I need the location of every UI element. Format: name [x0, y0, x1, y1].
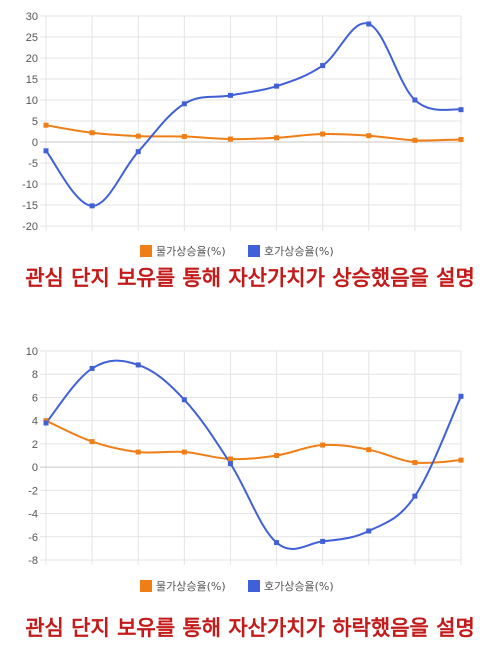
y-tick-label: 0	[32, 462, 38, 474]
data-point-2[interactable]	[43, 420, 49, 426]
data-point-1[interactable]	[412, 137, 418, 143]
data-point-1[interactable]	[366, 447, 372, 453]
line-chart-1: -20 -15 -10 -5 0 5 10 15 20 25 30 물가상승율(%) 호가상승율(%)	[22, 11, 464, 258]
data-point-2[interactable]	[274, 540, 280, 546]
data-point-1[interactable]	[458, 136, 464, 142]
y-tick-label: -10	[22, 179, 38, 191]
y-tick-label: -2	[28, 485, 38, 497]
data-point-2[interactable]	[366, 21, 372, 27]
data-point-2[interactable]	[135, 362, 141, 368]
data-point-2[interactable]	[458, 107, 464, 113]
y-tick-label: 25	[26, 32, 38, 44]
legend-label-2[interactable]: 호가상승율(%)	[264, 580, 334, 593]
data-point-1[interactable]	[320, 131, 326, 137]
data-point-2[interactable]	[181, 397, 187, 403]
data-point-1[interactable]	[89, 130, 95, 136]
legend-label-1[interactable]: 물가상승율(%)	[156, 245, 226, 258]
y-tick-label: 0	[32, 137, 38, 149]
y-tick-label: 10	[26, 95, 38, 107]
data-point-2[interactable]	[89, 203, 95, 209]
data-point-2[interactable]	[135, 149, 141, 155]
series-line-1	[45, 419, 462, 464]
y-tick-label: -8	[28, 555, 38, 567]
legend-swatch-1[interactable]	[140, 245, 152, 257]
y-tick-label: 5	[32, 116, 38, 128]
data-point-2[interactable]	[366, 528, 372, 534]
chart-panel-2: -8 -6 -4 -2 0 2 4 6 8 10 물가상승율(%) 호가상승율(%) 관심 단지 보유…	[0, 338, 500, 652]
data-point-2[interactable]	[320, 63, 326, 69]
y-tick-label: 4	[32, 416, 38, 428]
data-point-1[interactable]	[458, 457, 464, 463]
data-point-1[interactable]	[135, 449, 141, 455]
data-point-2[interactable]	[458, 393, 464, 399]
data-point-1[interactable]	[320, 442, 326, 448]
data-point-2[interactable]	[320, 538, 326, 544]
chart-caption-2: 관심 단지 보유를 통해 자산가치가 하락했음을 설명	[25, 616, 475, 640]
data-point-2[interactable]	[43, 148, 49, 154]
series-line-2	[45, 22, 462, 207]
data-point-1[interactable]	[366, 133, 372, 139]
chart-panel-1: -20 -15 -10 -5 0 5 10 15 20 25 30 물가상승율(%) 호가상승율(%) …	[22, 11, 475, 290]
y-tick-label: 30	[26, 11, 38, 23]
legend-swatch-2[interactable]	[248, 245, 260, 257]
data-point-2[interactable]	[274, 83, 280, 89]
data-point-1[interactable]	[181, 449, 187, 455]
y-tick-label: -20	[22, 221, 38, 233]
y-tick-label: -15	[22, 200, 38, 212]
y-tick-label: 10	[26, 346, 38, 358]
series-line-2	[45, 359, 462, 550]
line-chart-2: -8 -6 -4 -2 0 2 4 6 8 10 물가상승율(%) 호가상승율(%)	[26, 346, 464, 593]
y-tick-label: 2	[32, 439, 38, 451]
data-point-2[interactable]	[412, 97, 418, 103]
y-tick-label: 15	[26, 74, 38, 86]
data-point-2[interactable]	[227, 461, 233, 467]
y-tick-label: 6	[32, 392, 38, 404]
y-tick-label: -4	[28, 509, 38, 521]
series-line-1	[45, 124, 462, 142]
chart-caption-1: 관심 단지 보유를 통해 자산가치가 상승했음을 설명	[25, 266, 475, 290]
data-point-1[interactable]	[274, 453, 280, 458]
y-tick-label: -6	[28, 532, 38, 544]
data-point-2[interactable]	[412, 493, 418, 499]
data-point-2[interactable]	[89, 365, 95, 371]
data-point-2[interactable]	[181, 101, 187, 107]
data-point-1[interactable]	[412, 459, 418, 465]
legend-swatch-2[interactable]	[248, 580, 260, 592]
data-point-1[interactable]	[227, 136, 233, 142]
data-point-1[interactable]	[181, 134, 187, 140]
data-point-1[interactable]	[227, 456, 233, 462]
legend-label-1[interactable]: 물가상승율(%)	[156, 580, 226, 593]
data-point-1[interactable]	[89, 439, 95, 445]
legend-swatch-1[interactable]	[140, 580, 152, 592]
data-point-1[interactable]	[274, 135, 280, 141]
legend-label-2[interactable]: 호가상승율(%)	[264, 245, 334, 258]
y-tick-label: 8	[32, 369, 38, 381]
data-point-1[interactable]	[135, 133, 141, 139]
y-tick-label: -5	[28, 158, 38, 170]
data-point-1[interactable]	[43, 122, 49, 128]
data-point-2[interactable]	[227, 92, 233, 98]
y-tick-label: 20	[26, 53, 38, 65]
